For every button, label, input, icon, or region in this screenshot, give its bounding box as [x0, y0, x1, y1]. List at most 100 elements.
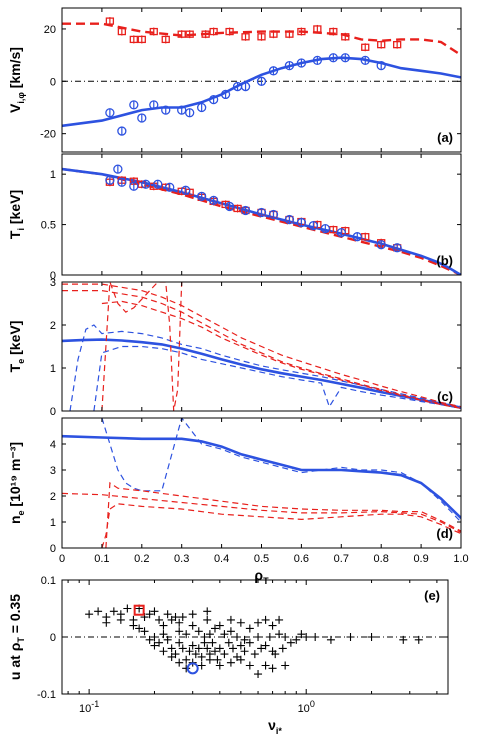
scatter-point [261, 641, 270, 650]
data-point-circle [105, 175, 115, 185]
scatter-point [167, 652, 176, 661]
scatter-point [123, 604, 132, 613]
scatter-point [254, 618, 263, 627]
scatter-point [163, 610, 172, 619]
scatter-point [257, 644, 266, 653]
panel-label: (c) [437, 389, 453, 404]
data-point-circle [308, 220, 319, 231]
y-tick-label: -20 [40, 129, 56, 141]
data-point-square [313, 25, 322, 33]
data-point-circle [360, 55, 370, 66]
plot-area [62, 17, 461, 136]
x-tick-label: 0.7 [334, 553, 349, 565]
scatter-point [254, 670, 263, 679]
series-red-dashed-fit [101, 300, 461, 409]
data-point-circle [268, 66, 279, 76]
scatter-point [163, 635, 172, 644]
data-point-square [117, 27, 126, 36]
scatter-point [240, 647, 249, 656]
highlight-red-point [133, 604, 145, 616]
data-point-circle [220, 89, 231, 100]
panel-label: (d) [436, 526, 453, 541]
plot-area [62, 164, 461, 275]
data-point-circle [208, 195, 219, 206]
scatter-point [367, 633, 376, 641]
scatter-point [203, 615, 212, 624]
data-point-circle [153, 179, 163, 189]
scatter-point [109, 607, 118, 616]
scatter-point [129, 621, 138, 630]
x-tick-label: 1.0 [453, 553, 468, 565]
data-point-circle [224, 201, 235, 212]
data-point-circle [296, 217, 307, 228]
scatter-point [145, 635, 154, 644]
data-point-circle [256, 207, 267, 218]
scatter-point [150, 641, 159, 650]
scatter-point [275, 630, 284, 639]
series-red-dashed-fit [62, 22, 461, 57]
data-point-circle [149, 100, 159, 110]
scatter-point [150, 633, 159, 641]
data-point-square [209, 27, 218, 36]
data-point-square [393, 41, 402, 49]
scatter-point [261, 615, 270, 624]
scatter-point [182, 664, 191, 673]
data-point-square [329, 27, 338, 36]
data-point-square [233, 204, 242, 213]
scatter-point [188, 621, 197, 630]
series-red-dashed-fit [101, 282, 183, 411]
scatter-point [182, 630, 191, 639]
scatter-point [188, 641, 197, 650]
plot-area [62, 418, 461, 548]
x-tick-label: 0.6 [294, 553, 309, 565]
scatter-point [116, 615, 125, 624]
scatter-point [228, 644, 237, 653]
data-point-square [285, 30, 294, 38]
data-point-square [149, 27, 158, 36]
scatter-point [271, 650, 280, 659]
data-point-square [377, 41, 386, 49]
scatter-point [414, 635, 423, 644]
scatter-point [286, 638, 295, 647]
data-point-circle [137, 113, 147, 123]
series-red-dashed-fit [105, 481, 461, 548]
scatter-point [197, 652, 206, 661]
y-axis-label: u at ρT = 0.35 [7, 594, 26, 680]
x-tick-label: 0.3 [174, 553, 189, 565]
scatter-point [135, 624, 144, 633]
series-blue-solid-fit [62, 338, 461, 409]
highlight-blue-point [186, 662, 199, 675]
data-point-circle [312, 55, 323, 66]
y-tick-label: 0 [50, 270, 56, 282]
x-tick-label: 0 [59, 553, 65, 565]
scatter-point [159, 621, 168, 630]
series-red-dashed-fit [101, 503, 461, 548]
data-point-circle [113, 164, 123, 174]
data-point-circle [165, 182, 175, 192]
data-point-square [225, 27, 234, 36]
x-axis-label: νi* [268, 717, 282, 736]
y-tick-label: 1 [50, 517, 56, 529]
data-point-square [297, 27, 306, 36]
scatter-point [203, 607, 212, 616]
data-point-circle [284, 60, 295, 71]
scatter-point [226, 658, 235, 667]
data-point-square [269, 30, 278, 38]
y-tick-label: 0 [50, 632, 56, 644]
series-blue-dashed-fit [101, 418, 461, 523]
y-tick-label: 0.5 [41, 220, 56, 232]
data-point-square [161, 35, 170, 44]
data-point-circle [376, 60, 386, 71]
x-tick-label: 0.5 [254, 553, 269, 565]
scatter-point [245, 638, 254, 647]
scatter-point [200, 633, 209, 641]
scatter-point [150, 607, 159, 616]
data-point-circle [336, 227, 346, 238]
y-tick-label: 0 [50, 76, 56, 88]
scatter-point [194, 627, 203, 636]
scatter-point [185, 647, 194, 656]
scatter-point [215, 661, 224, 670]
scatter-point [167, 644, 176, 653]
scatter-point [278, 644, 287, 653]
y-tick-label: 20 [44, 24, 56, 36]
